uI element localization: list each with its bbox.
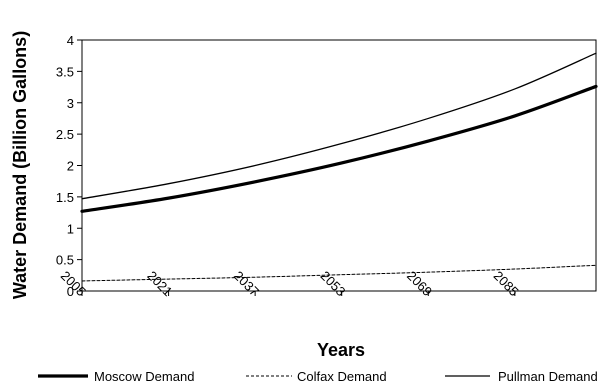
legend-label: Moscow Demand xyxy=(94,369,194,384)
y-tick-label: 2.5 xyxy=(56,127,74,142)
y-tick-label: 3.5 xyxy=(56,64,74,79)
x-tick-label: 2085 xyxy=(491,268,522,299)
y-axis-title: Water Demand (Billion Gallons) xyxy=(10,31,30,299)
y-tick-label: 4 xyxy=(67,33,74,48)
plot-lines xyxy=(80,52,598,282)
x-tick-label: 2053 xyxy=(317,268,348,299)
y-tick-label: 0.5 xyxy=(56,253,74,268)
y-tick-label: 1 xyxy=(67,221,74,236)
legend-label: Colfax Demand xyxy=(297,369,387,384)
y-tick-label: 3 xyxy=(67,96,74,111)
x-tick-label: 2021 xyxy=(144,268,175,299)
y-tick-label: 1.5 xyxy=(56,190,74,205)
legend: Moscow Demand Colfax Demand Pullman Demand xyxy=(38,369,598,384)
series-line-colfax-demand xyxy=(81,264,597,282)
x-axis-title: Years xyxy=(317,340,365,360)
legend-label: Pullman Demand xyxy=(498,369,598,384)
plot-frame xyxy=(81,39,597,292)
y-tick-label: 0 xyxy=(67,284,74,299)
x-tick-label: 2037 xyxy=(231,268,262,299)
series-line-moscow-demand xyxy=(80,84,598,213)
y-tick-label: 2 xyxy=(67,159,74,174)
axes xyxy=(81,39,597,292)
series-line-pullman-demand xyxy=(81,52,597,200)
